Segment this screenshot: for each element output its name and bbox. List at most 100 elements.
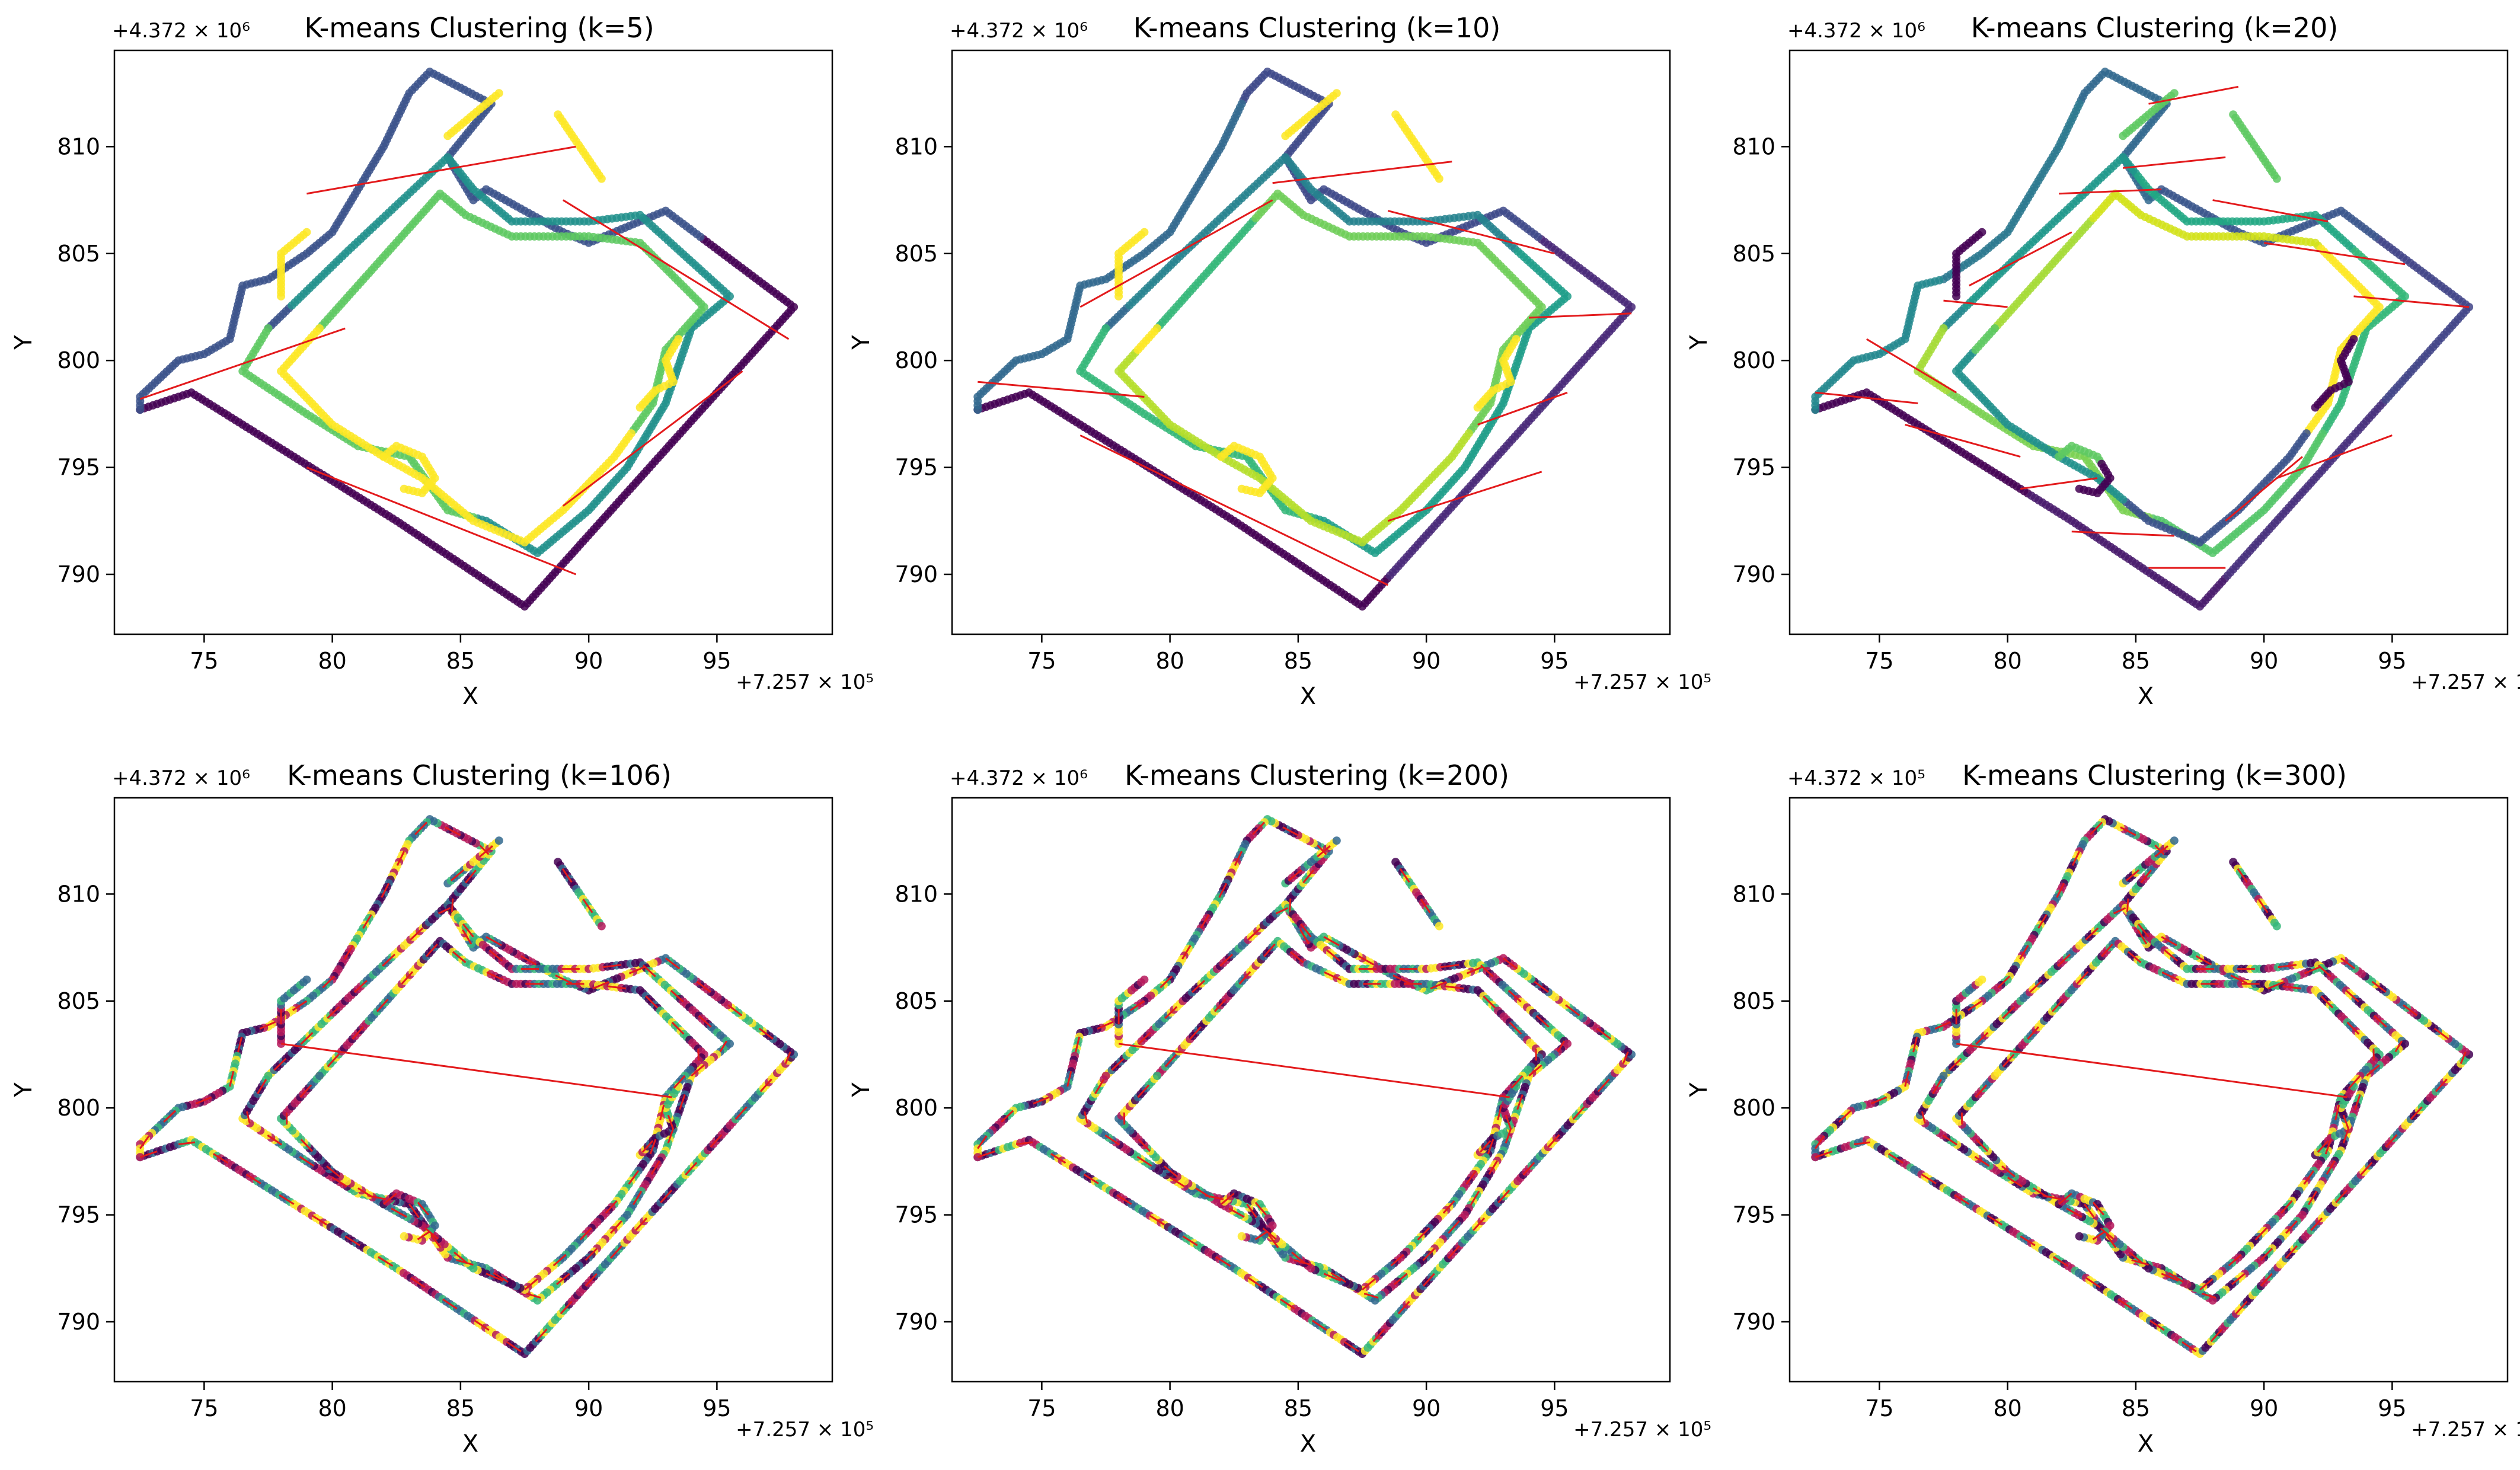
- cluster-fit-line: [178, 1141, 196, 1145]
- cluster-fit-line: [424, 1227, 439, 1240]
- data-point: [1991, 324, 1999, 333]
- cluster-fit-line: [322, 975, 336, 989]
- data-point: [302, 975, 311, 984]
- x-tick-label: 75: [1027, 648, 1056, 674]
- data-point: [302, 228, 311, 237]
- cluster-fit-line: [667, 1114, 675, 1130]
- cluster-fit-line: [344, 945, 354, 960]
- cluster-fit-line: [685, 1162, 698, 1176]
- cluster-fit-line: [229, 1070, 235, 1087]
- x-tick-label: 90: [1412, 648, 1441, 674]
- y-axis-label: Y: [1685, 335, 1713, 350]
- x-tick-label: 75: [190, 1395, 218, 1421]
- axes-frame: [951, 797, 1671, 1383]
- y-tick-label: 790: [895, 561, 938, 587]
- x-offset-label: +7.257 × 10⁵: [736, 1418, 874, 1442]
- cluster-fit-line: [698, 1015, 712, 1028]
- cluster-fit-line: [1079, 199, 1273, 308]
- cluster-fit-line: [610, 1220, 622, 1234]
- y-axis-label: Y: [10, 1082, 37, 1098]
- y-tick-label: 810: [1732, 133, 1775, 159]
- cluster-fit-line: [650, 1160, 660, 1175]
- cluster-fit-line: [605, 1200, 618, 1214]
- x-tick-label: 85: [446, 1395, 475, 1421]
- cluster-fit-line: [649, 1139, 657, 1155]
- cluster-fit-line: [563, 199, 790, 340]
- cluster-fit-line: [139, 1135, 150, 1149]
- y-tick-label: 800: [57, 347, 100, 373]
- cluster-fit-line: [331, 1177, 348, 1188]
- cluster-fit-line: [259, 1021, 276, 1030]
- cluster-fit-line: [585, 1248, 598, 1261]
- cluster-fit-line: [691, 1064, 705, 1077]
- data-point: [136, 405, 145, 414]
- x-tick-label: 85: [446, 648, 475, 674]
- cluster-fit-line: [671, 1021, 685, 1035]
- cluster-fit-line: [1387, 471, 1542, 522]
- cluster-fit-line: [1905, 423, 2021, 458]
- cluster-fit-line: [2071, 531, 2174, 537]
- cluster-fit-line: [474, 1319, 490, 1331]
- data-point: [1939, 324, 1948, 333]
- cluster-fit-line: [1477, 391, 1568, 426]
- x-tick-label: 95: [1540, 648, 1569, 674]
- cluster-fit-line: [758, 1027, 774, 1040]
- cluster-fit-line: [139, 327, 346, 400]
- y-tick-label: 795: [895, 455, 938, 481]
- cluster-fit-line: [279, 1194, 295, 1205]
- y-axis-label: Y: [848, 335, 875, 350]
- x-axis-label: X: [1300, 683, 1316, 710]
- y-tick-label: 810: [57, 133, 100, 159]
- cluster-fit-line: [383, 1193, 397, 1205]
- cluster-fit-line: [357, 1187, 373, 1199]
- x-tick-label: 90: [574, 648, 603, 674]
- cluster-fit-line: [506, 1341, 522, 1353]
- cluster-fit-line: [245, 1174, 261, 1185]
- cluster-fit-line: [2225, 456, 2303, 522]
- data-point: [1140, 228, 1149, 237]
- cluster-fit-line: [195, 1096, 212, 1105]
- x-axis-label: X: [462, 1430, 478, 1458]
- cluster-fit-line: [585, 1273, 598, 1287]
- cluster-fit-line: [486, 936, 502, 947]
- axes-frame: [113, 49, 833, 635]
- y-tick-label: 795: [57, 455, 100, 481]
- cluster-fit-line: [465, 870, 477, 884]
- x-tick-label: 80: [1155, 648, 1184, 674]
- data-point: [597, 922, 606, 931]
- cluster-fit-line: [376, 998, 389, 1012]
- cluster-fit-line: [353, 980, 368, 993]
- cluster-fit-line: [562, 370, 743, 507]
- cluster-fit-line: [442, 1298, 458, 1310]
- cluster-fit-line: [660, 1190, 673, 1203]
- cluster-fit-line: [437, 907, 451, 915]
- cluster-fit-line: [292, 1000, 308, 1011]
- data-point: [1435, 174, 1443, 183]
- cluster-fit-line: [396, 851, 405, 866]
- data-point: [2349, 335, 2358, 344]
- cluster-fit-line: [1969, 231, 2072, 287]
- cluster-fit-line: [213, 1153, 229, 1164]
- data-point: [1978, 228, 1986, 237]
- y-tick-label: 800: [1732, 347, 1775, 373]
- cluster-fit-line: [453, 1251, 468, 1264]
- cluster-fit-line: [2123, 156, 2226, 169]
- y-tick-label: 790: [57, 1309, 100, 1335]
- cluster-fit-line: [555, 974, 572, 985]
- data-point: [315, 1072, 324, 1080]
- data-point: [1332, 89, 1341, 98]
- x-tick-label: 85: [1284, 648, 1312, 674]
- y-tick-label: 805: [1732, 241, 1775, 267]
- cluster-fit-line: [2353, 295, 2470, 308]
- cluster-fit-line: [628, 1170, 640, 1185]
- data-point: [1153, 324, 1161, 333]
- cluster-fit-line: [311, 1215, 328, 1226]
- y-offset-label: +4.372 × 10⁶: [1787, 19, 1925, 43]
- cluster-fit-line: [556, 1273, 570, 1285]
- scatter-points: [1811, 68, 2474, 611]
- data-point: [400, 484, 408, 493]
